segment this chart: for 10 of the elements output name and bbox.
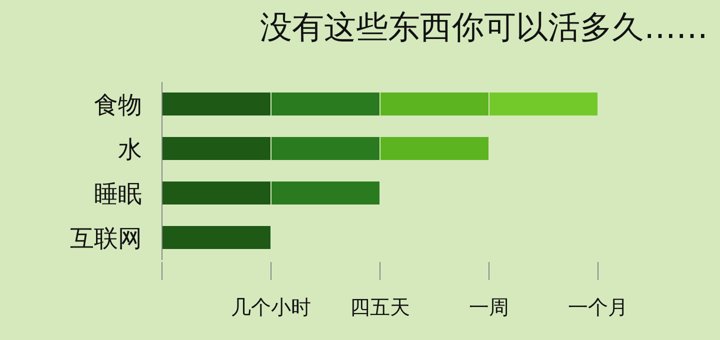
annotation: 一个月 [568,295,628,319]
y-tick-label: 水 [118,135,142,164]
y-tick-label: 食物 [94,90,142,119]
annotation: 一周 [469,295,509,319]
y-tick-label: 互联网 [70,224,142,252]
y-tick-label: 睡眠 [94,180,142,208]
chart-title: 没有这些东西你可以活多久…… [260,7,708,48]
annotation: 四五天 [350,295,410,319]
annotation: 几个小时 [231,295,311,319]
bar [162,225,272,250]
